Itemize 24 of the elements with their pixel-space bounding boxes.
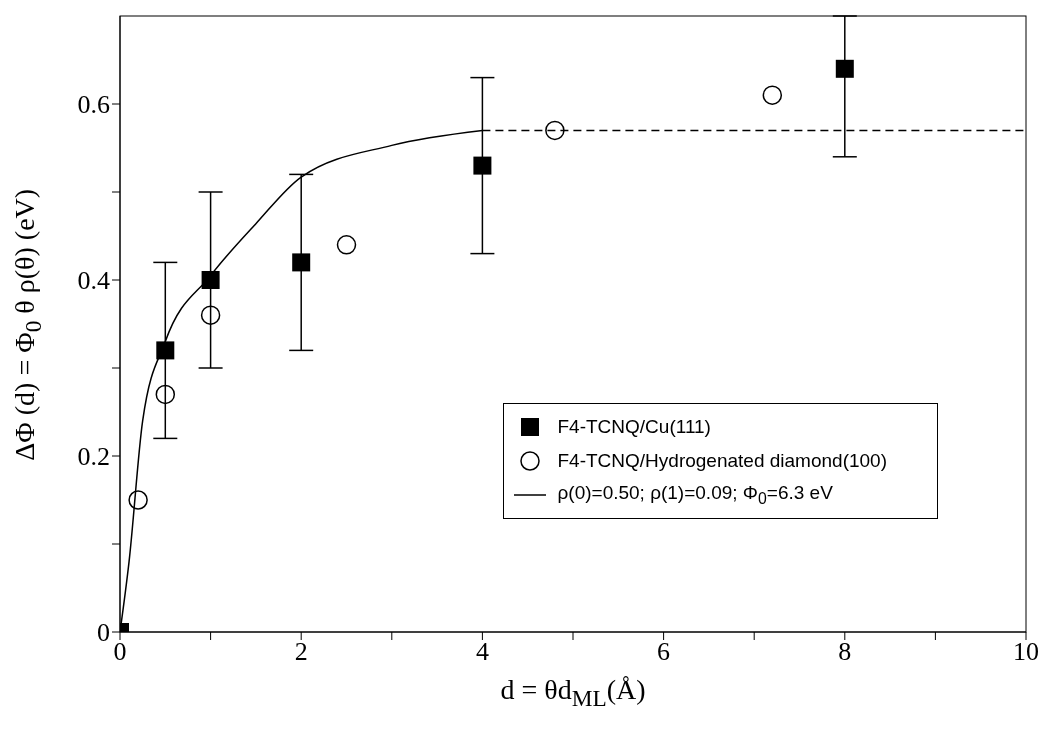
point (473, 156, 492, 175)
point (762, 85, 783, 105)
point (201, 271, 220, 289)
point (156, 341, 175, 360)
legend-label: ρ(0)=0.50; ρ(1)=0.09; Φ$_{0}$=6.3 eV (557, 482, 833, 508)
x-tick-label: 6 (657, 637, 671, 667)
y-tick-label: 0.2 (77, 442, 110, 472)
y-tick-label: 0 (97, 618, 110, 648)
point (545, 120, 565, 141)
point (128, 490, 148, 510)
point (835, 59, 854, 78)
point (155, 384, 176, 405)
legend-label: F4-TCNQ/Cu(111) (557, 416, 711, 438)
y-tick-label: 0.4 (77, 266, 110, 296)
x-tick-label: 4 (475, 637, 489, 667)
x-tick-label: 10 (1013, 637, 1039, 667)
point (336, 235, 357, 255)
x-tick-label: 2 (294, 637, 308, 667)
legend-label: F4-TCNQ/Hydrogenated diamond(100) (557, 450, 887, 472)
point (292, 253, 311, 272)
x-tick-label: 8 (838, 637, 852, 667)
y-tick-label: 0.6 (77, 90, 110, 120)
x-axis-title: d = θd$_{ML}$(Å) (499, 674, 647, 712)
point (200, 305, 221, 325)
